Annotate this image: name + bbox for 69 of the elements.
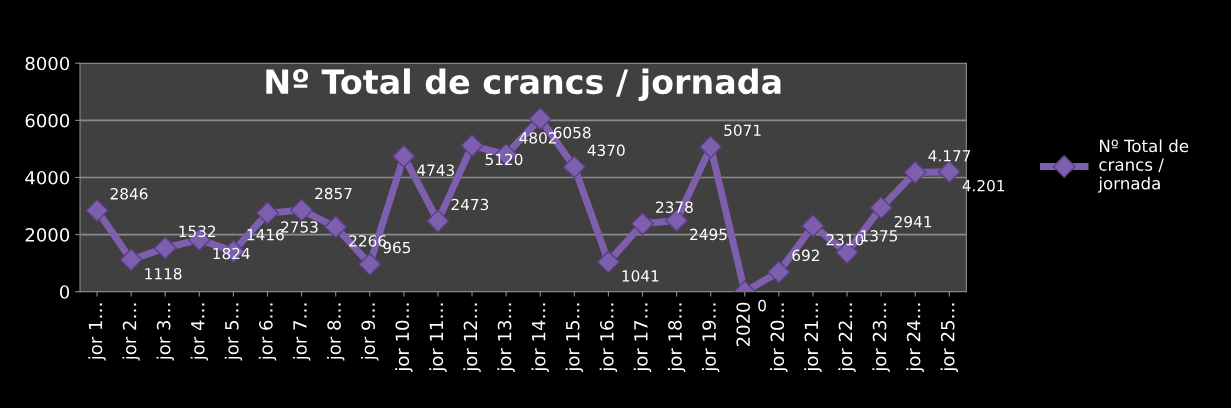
data-label: 4743: [417, 164, 455, 176]
point: [85, 198, 109, 222]
data-label: 2473: [451, 198, 489, 211]
x-tick-label: jor 17…: [633, 303, 652, 373]
data-label: 1532: [179, 225, 216, 238]
x-tick-label: jor 16…: [599, 303, 618, 373]
x-tick-label: jor 11…: [429, 303, 447, 373]
y-tick-label: 6000: [25, 113, 70, 128]
point: [256, 201, 280, 225]
data-label: 692: [792, 249, 819, 262]
x-tick-label: jor 21…: [804, 303, 822, 373]
y-tick-label: 8000: [25, 56, 70, 71]
point: [630, 212, 654, 236]
x-tick-label: jor 18…: [667, 303, 686, 373]
x-tick-label: 2020: [736, 302, 750, 347]
point: [426, 209, 450, 233]
x-tick-label: jor 3…: [156, 303, 174, 361]
x-tick-label: jor 7…: [292, 303, 311, 361]
x-tick-label: jor 15…: [565, 303, 584, 373]
data-label: 2941: [894, 215, 932, 228]
point: [392, 144, 416, 168]
x-tick-label: jor 2…: [122, 303, 140, 361]
data-label: 2846: [110, 188, 148, 200]
y-tick-label: 4000: [25, 170, 70, 185]
data-label: 1041: [622, 270, 659, 282]
x-tick-label: jor 10…: [395, 303, 413, 373]
point: [119, 248, 143, 272]
point: [153, 236, 177, 260]
data-label: 1118: [145, 267, 182, 280]
point: [596, 250, 620, 274]
data-label: 2495: [690, 228, 727, 241]
point: [903, 160, 927, 184]
data-label: 1824: [213, 247, 250, 260]
point: [324, 215, 348, 239]
y-tick-label: 0: [60, 285, 70, 299]
point: [801, 214, 825, 238]
x-tick-label: jor 14…: [531, 303, 549, 373]
x-tick-label: jor 20…: [770, 303, 788, 373]
x-tick-label: jor 4…: [190, 303, 209, 361]
point: [460, 133, 484, 157]
x-tick-label: jor 23…: [872, 303, 890, 373]
chart-title: Nº Total de crancs / jornada: [266, 68, 781, 101]
point: [290, 198, 314, 222]
data-label: 2857: [315, 187, 352, 200]
data-label: 0: [758, 299, 766, 312]
point: [699, 135, 723, 159]
x-tick-label: jor 8…: [326, 303, 345, 361]
data-label: 4.201: [962, 179, 1005, 192]
x-tick-label: jor 6…: [258, 303, 277, 361]
x-tick-label: jor 25…: [940, 303, 959, 373]
x-tick-label: jor 12…: [463, 303, 481, 373]
data-label: 4.177: [928, 150, 971, 162]
x-tick-label: jor 22…: [838, 303, 856, 373]
x-tick-label: jor 9…: [361, 303, 379, 361]
y-tick-label: 2000: [25, 228, 70, 242]
x-tick-label: jor 19…: [701, 303, 720, 373]
data-label: 4370: [587, 144, 625, 157]
legend-label: Nº Total de crancs / jornada: [1098, 139, 1189, 193]
point: [937, 160, 961, 184]
point: [869, 196, 893, 220]
x-tick-label: jor 24…: [906, 303, 924, 373]
data-label: 5071: [724, 124, 761, 137]
point: [767, 260, 791, 284]
x-tick-label: jor 13…: [497, 303, 515, 373]
point: [358, 252, 382, 276]
point: [562, 155, 586, 179]
point: [528, 107, 552, 131]
x-tick-label: jor 5…: [224, 303, 243, 361]
x-tick-label: jor 1…: [88, 303, 106, 361]
